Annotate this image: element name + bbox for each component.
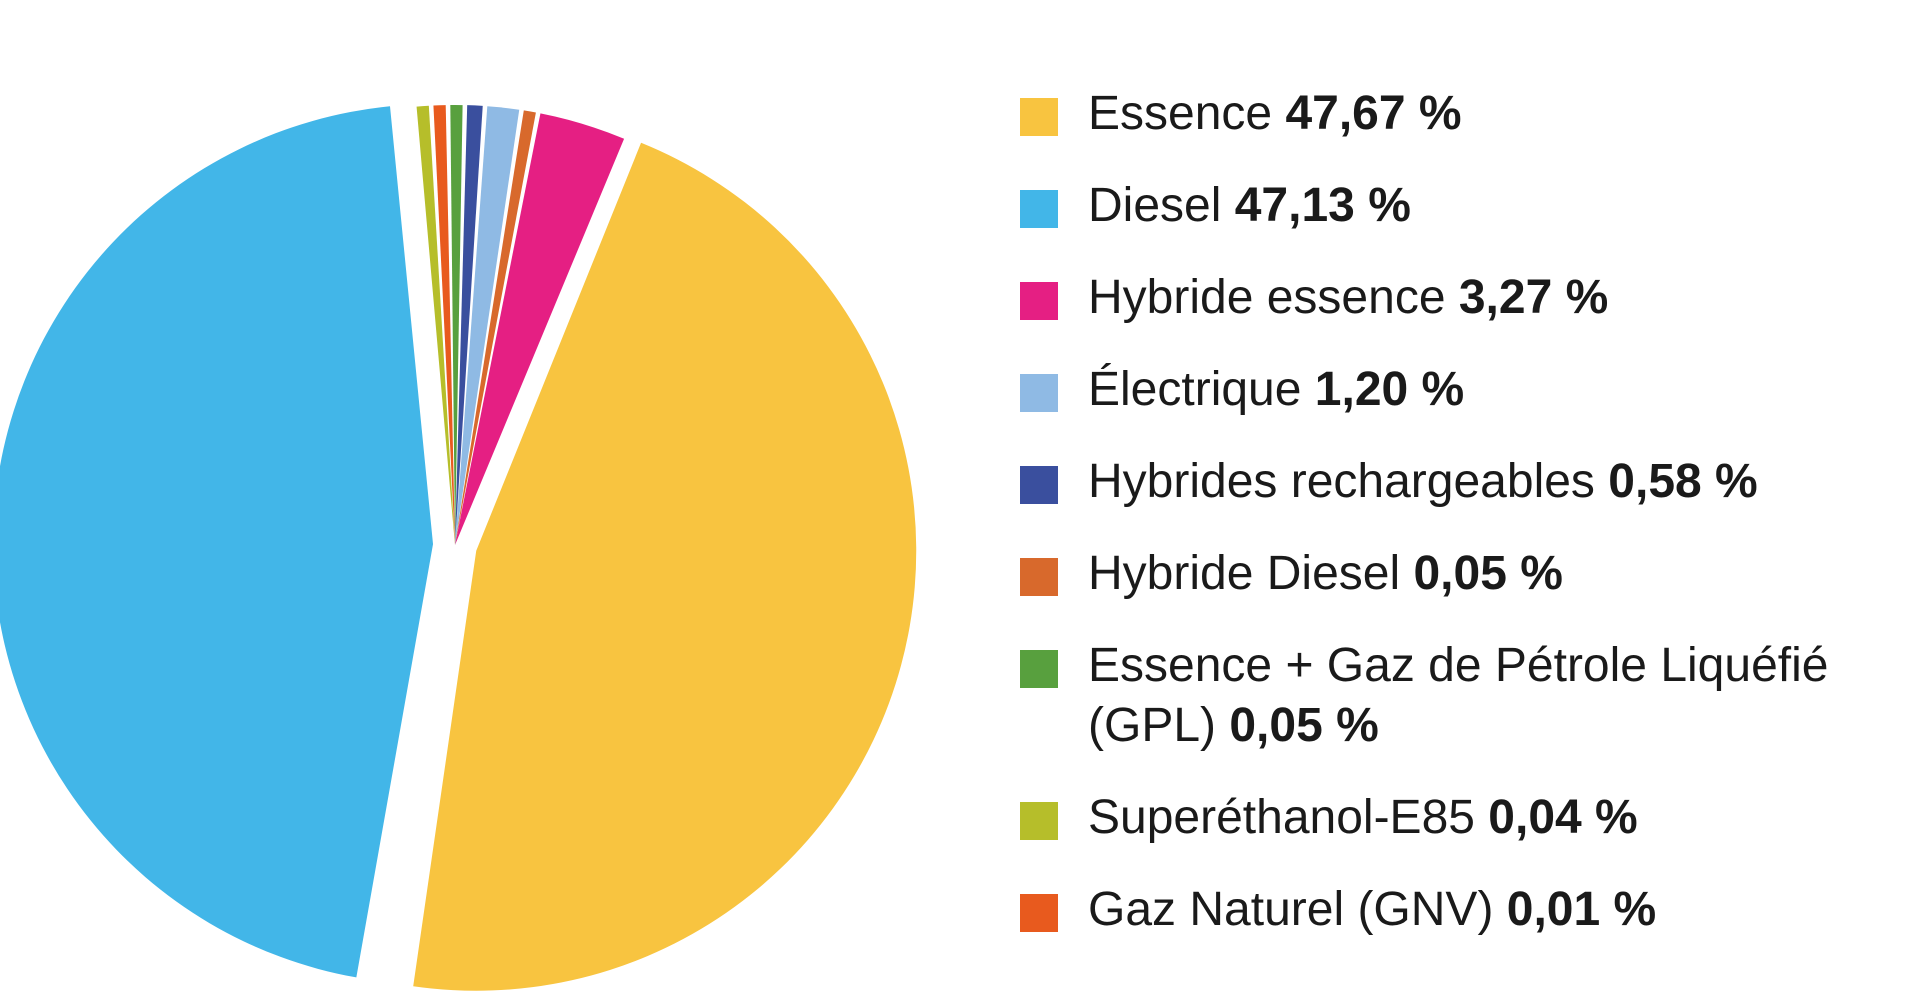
legend-swatch-hybrides-rechargeables — [1020, 466, 1058, 504]
legend-swatch-hybride-diesel — [1020, 558, 1058, 596]
pie-chart — [0, 105, 917, 991]
pie-slice-super-thanol-e85 — [416, 105, 455, 546]
pie-slice-essence — [413, 142, 917, 991]
pie-slice-diesel — [0, 106, 434, 978]
legend-swatch-diesel — [1020, 190, 1058, 228]
legend-label-hybride-diesel: Hybride Diesel — [1088, 547, 1401, 600]
legend-label-gnv: Gaz Naturel (GNV) — [1088, 883, 1494, 936]
legend-swatch-electrique — [1020, 374, 1058, 412]
legend-value-superethanol: 0,04 % — [1488, 791, 1638, 844]
pie-slice-essence-gaz-de-p-trole-liqu-fi-gpl- — [450, 105, 463, 546]
legend-label-hybrides-rechargeables: Hybrides rechargeables — [1088, 455, 1595, 508]
legend-item-gpl: Essence + Gaz de Pétrole Liquéfié (GPL) … — [1020, 636, 1900, 756]
legend-label-superethanol: Superéthanol-E85 — [1088, 791, 1475, 844]
legend-item-hybride-essence: Hybride essence 3,27 % — [1020, 268, 1900, 328]
pie-slice-hybrides-rechargeables — [455, 105, 483, 545]
legend-label-gpl: Essence + Gaz de Pétrole Liquéfié (GPL) — [1088, 639, 1829, 752]
pie-slice-gaz-naturel-gnv- — [433, 105, 455, 545]
legend-value-hybride-essence: 3,27 % — [1458, 271, 1609, 324]
legend-item-hybrides-rechargeables: Hybrides rechargeables 0,58 % — [1020, 452, 1900, 512]
legend-item-diesel: Diesel 47,13 % — [1020, 176, 1900, 236]
legend-item-gnv: Gaz Naturel (GNV) 0,01 % — [1020, 880, 1900, 940]
legend-item-essence: Essence 47,67 % — [1020, 84, 1900, 144]
legend-item-electrique: Électrique 1,20 % — [1020, 360, 1900, 420]
legend-swatch-gnv — [1020, 894, 1058, 932]
legend-value-hybride-diesel: 0,05 % — [1413, 547, 1563, 600]
legend-swatch-gpl — [1020, 650, 1058, 688]
legend-label-hybride-essence: Hybride essence — [1088, 271, 1446, 324]
legend-label-essence: Essence — [1088, 87, 1273, 140]
legend-label-diesel: Diesel — [1088, 179, 1222, 232]
legend-value-hybrides-rechargeables: 0,58 % — [1608, 455, 1758, 508]
legend-value-gnv: 0,01 % — [1506, 883, 1657, 936]
legend-value-gpl: 0,05 % — [1229, 699, 1379, 752]
legend-value-electrique: 1,20 % — [1314, 363, 1465, 416]
legend: Essence 47,67 % Diesel 47,13 % Hybride e… — [1020, 84, 1900, 972]
legend-value-diesel: 47,13 % — [1234, 179, 1411, 232]
legend-swatch-essence — [1020, 98, 1058, 136]
legend-value-essence: 47,67 % — [1285, 87, 1462, 140]
legend-item-superethanol: Superéthanol-E85 0,04 % — [1020, 788, 1900, 848]
pie-slice--lectrique — [455, 106, 520, 546]
legend-label-electrique: Électrique — [1088, 363, 1302, 416]
legend-swatch-superethanol — [1020, 802, 1058, 840]
legend-swatch-hybride-essence — [1020, 282, 1058, 320]
legend-item-hybride-diesel: Hybride Diesel 0,05 % — [1020, 544, 1900, 604]
pie-slice-hybride-essence — [455, 113, 625, 546]
pie-slice-hybride-diesel — [455, 110, 536, 545]
